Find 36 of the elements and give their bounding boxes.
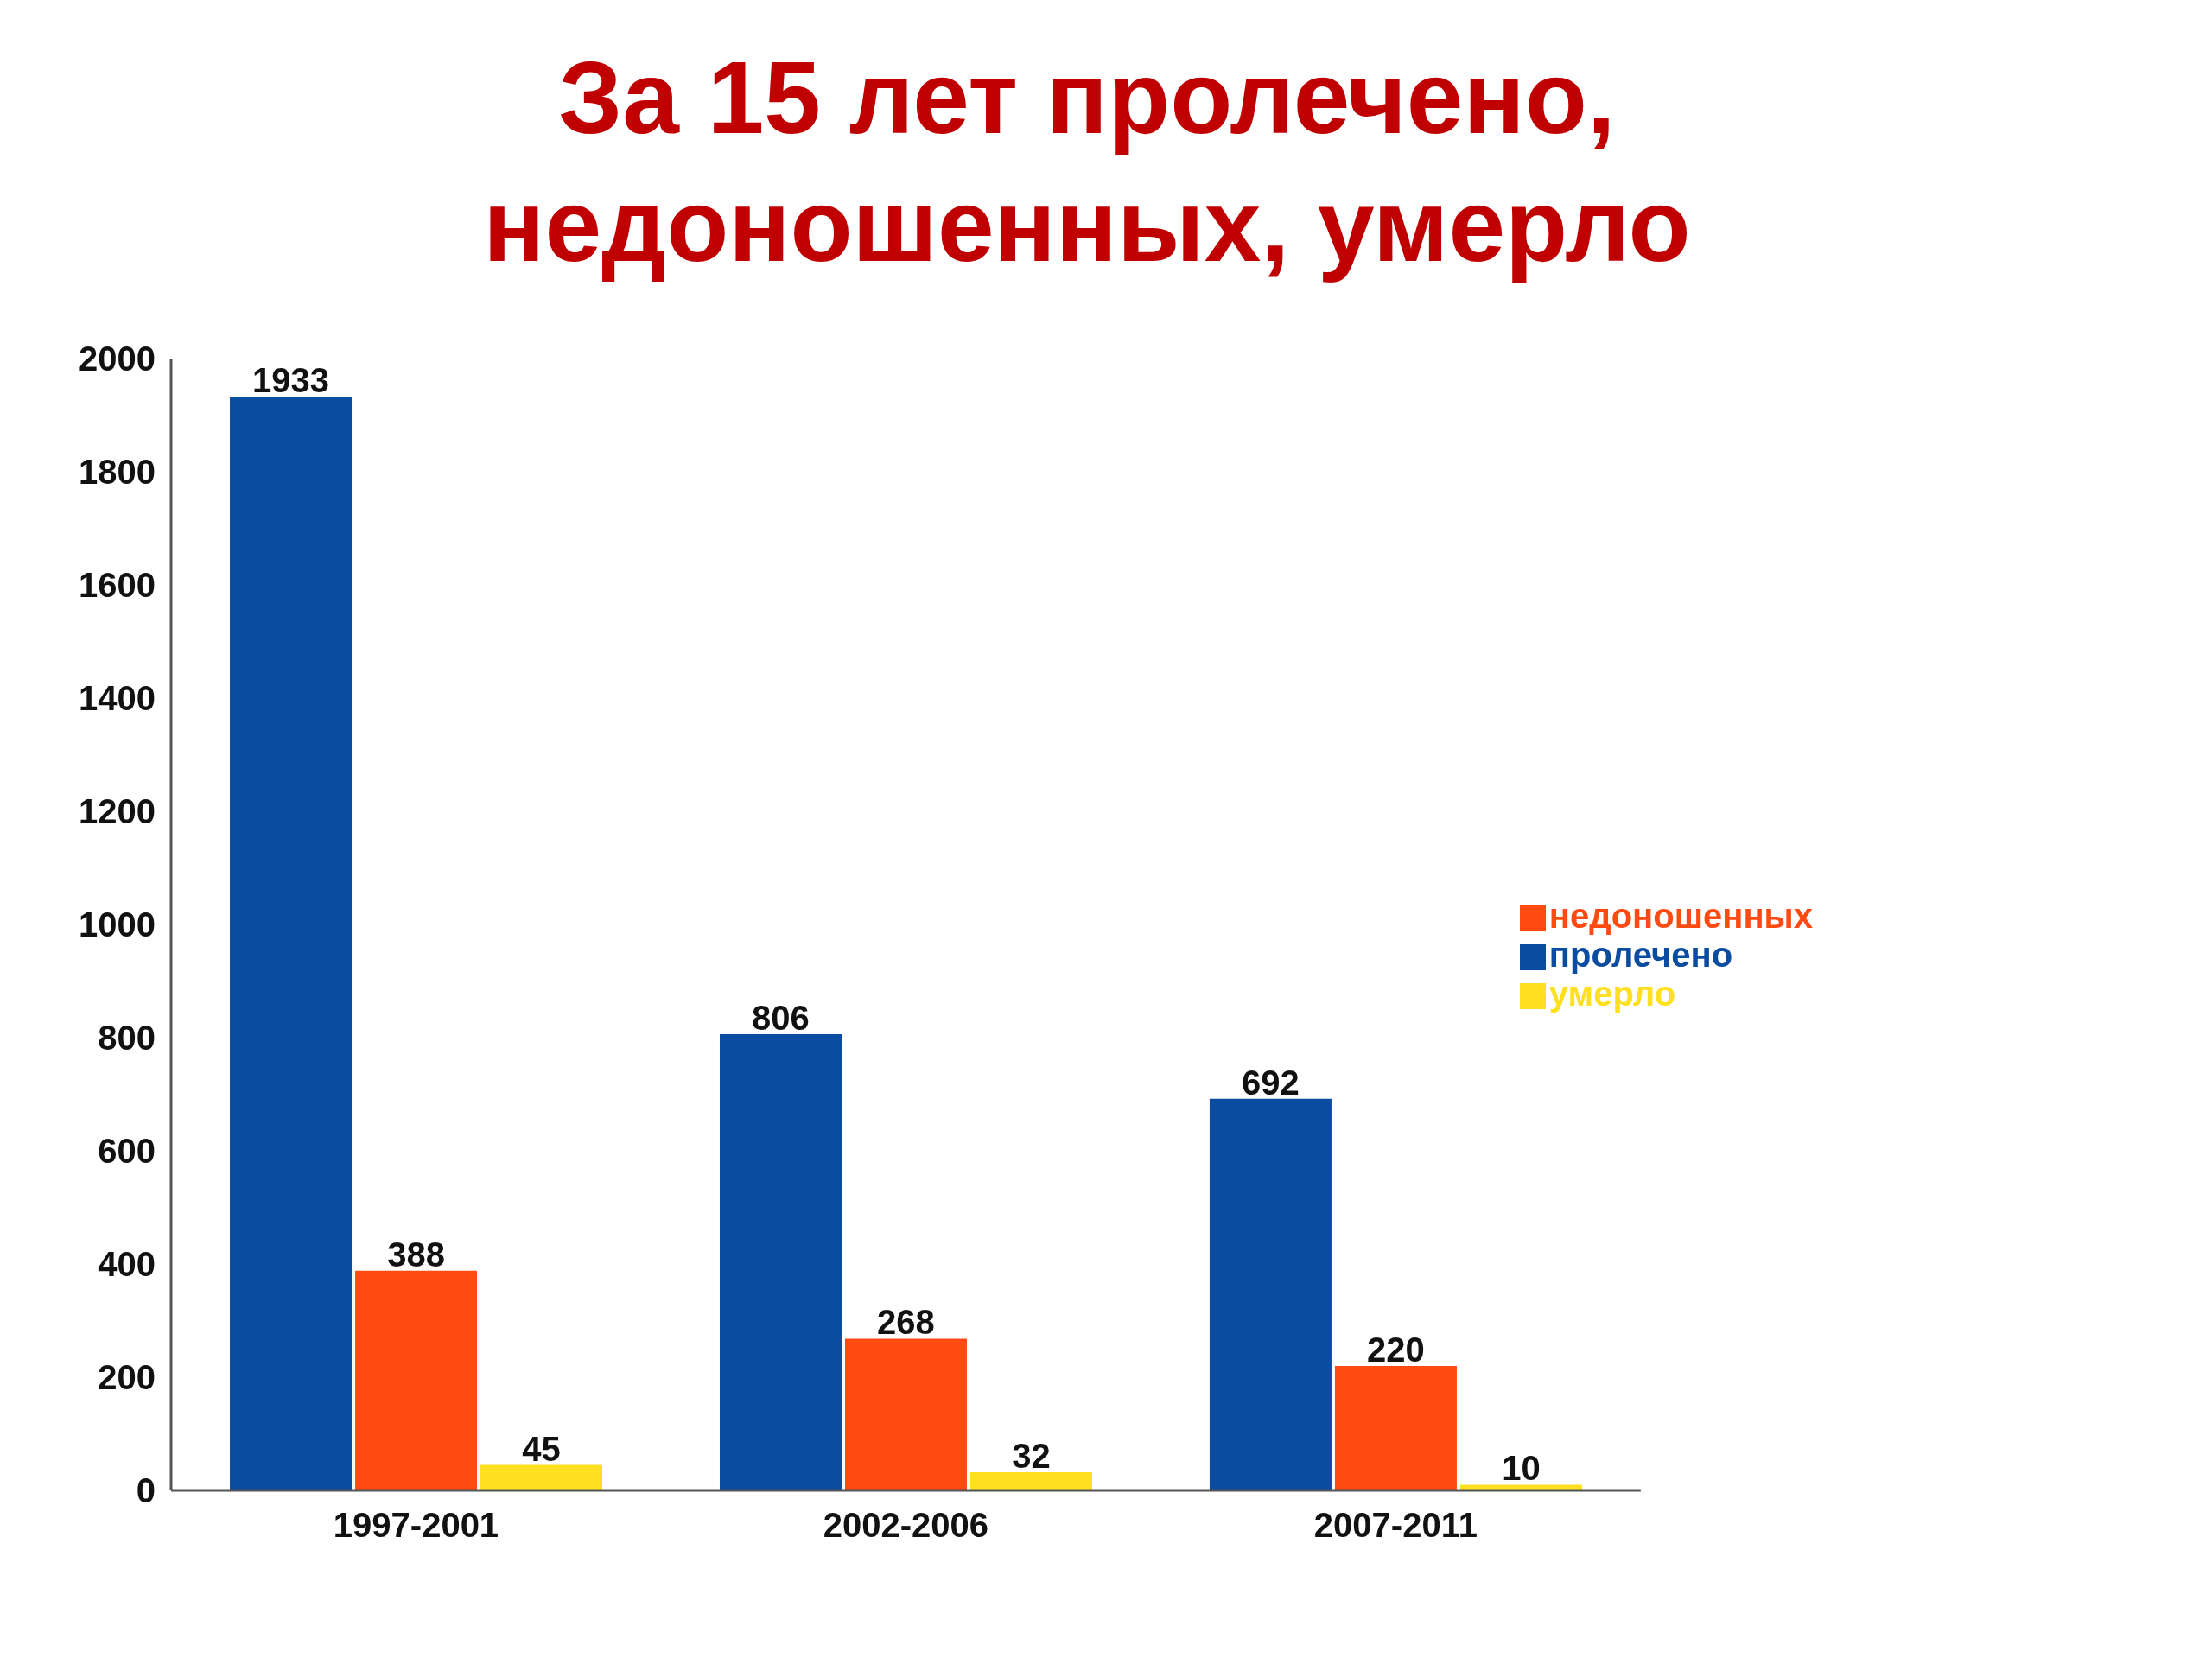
y-tick-label: 0 (136, 1471, 156, 1510)
y-tick-label: 1000 (79, 905, 156, 944)
data-label: 32 (1012, 1437, 1051, 1476)
y-tick-label: 400 (98, 1245, 156, 1284)
y-tick-label: 1200 (79, 792, 156, 831)
y-tick-label: 800 (98, 1019, 156, 1058)
x-tick-label: 2002-2006 (823, 1506, 989, 1545)
y-tick-label: 1600 (79, 566, 156, 605)
bar (969, 1472, 1092, 1490)
data-label: 692 (1242, 1063, 1300, 1102)
data-label: 268 (877, 1303, 935, 1342)
legend-label: пролечено (1548, 935, 1733, 974)
data-label: 1933 (252, 360, 330, 399)
y-tick-label: 1800 (79, 453, 156, 492)
legend-label: умерло (1548, 974, 1676, 1013)
bar (1334, 1365, 1457, 1490)
data-label: 10 (1502, 1449, 1541, 1488)
bar (355, 1270, 478, 1490)
bar (480, 1464, 603, 1490)
bar (719, 1034, 842, 1490)
chart-title: За 15 лет пролечено, недоношенных, умерло (482, 40, 1692, 284)
bar (230, 396, 353, 1490)
legend-label: недоношенных (1548, 896, 1813, 935)
data-label: 220 (1367, 1330, 1425, 1369)
y-tick-label: 2000 (79, 340, 156, 378)
bar (844, 1338, 967, 1490)
data-label: 806 (752, 999, 810, 1038)
y-tick-label: 600 (98, 1132, 156, 1171)
x-tick-label: 1997-2001 (333, 1506, 499, 1545)
bar (1459, 1484, 1582, 1490)
y-tick-label: 1400 (79, 679, 156, 718)
bar (1209, 1098, 1332, 1490)
data-label: 388 (387, 1235, 445, 1274)
data-label: 45 (522, 1429, 561, 1468)
x-tick-label: 2007-2011 (1313, 1506, 1478, 1545)
y-tick-label: 200 (98, 1358, 156, 1397)
